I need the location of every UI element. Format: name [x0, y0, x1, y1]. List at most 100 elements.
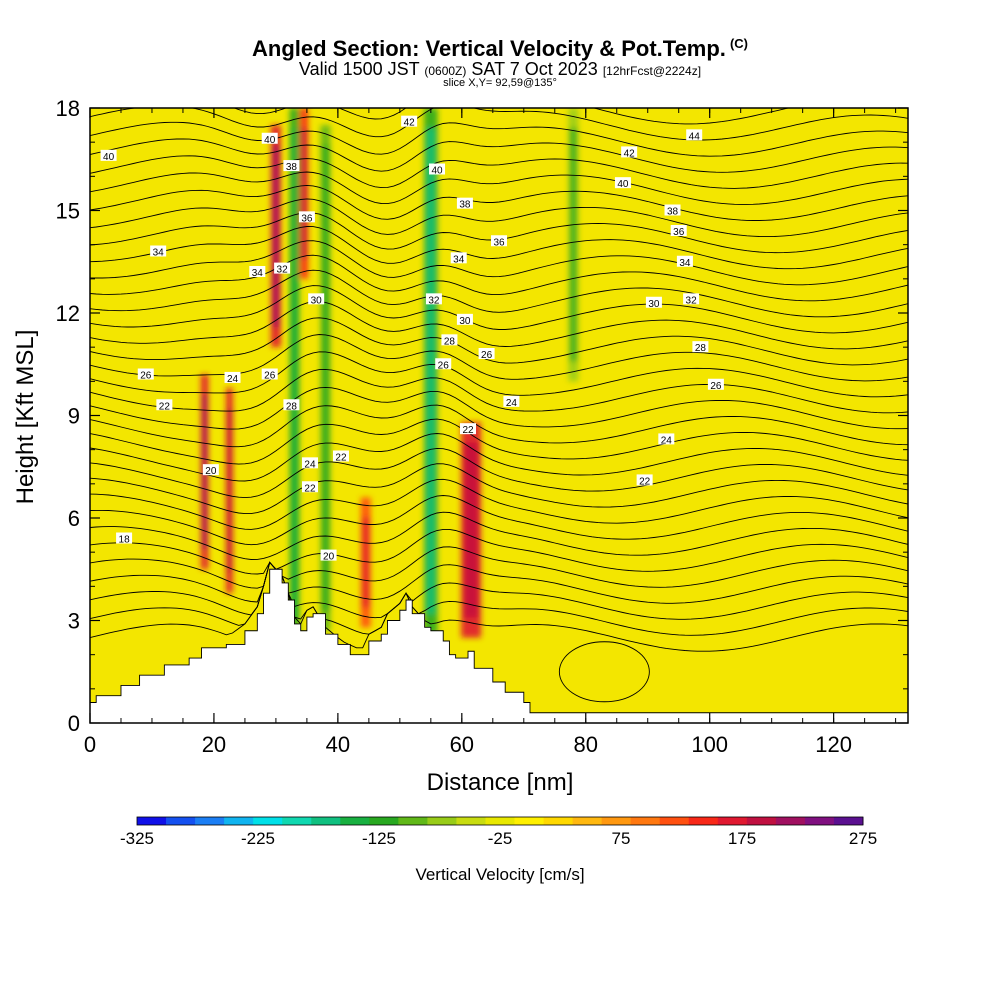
- contour-label-bg: [503, 395, 520, 407]
- contour-label: 40: [431, 166, 443, 177]
- terrain-profile: [90, 568, 908, 723]
- velocity-core: [322, 145, 329, 611]
- colorbar-tick-label: -125: [362, 829, 396, 848]
- contour-label-bg: [156, 399, 173, 411]
- colorbar-swatch: [804, 817, 835, 825]
- contour-label-bg: [301, 481, 318, 493]
- y-tick-label: 18: [56, 96, 80, 121]
- colorbar-swatch: [137, 817, 167, 825]
- colorbar-tick-label: 275: [849, 829, 877, 848]
- contour-label-bg: [301, 457, 318, 469]
- contour-label-bg: [676, 255, 693, 267]
- isentrope-line: [90, 269, 908, 318]
- isentrope-line: [90, 317, 908, 366]
- contour-label-bg: [425, 293, 442, 305]
- velocity-core: [362, 517, 370, 608]
- contour-label: 30: [459, 316, 471, 327]
- contour-label-bg: [707, 378, 724, 390]
- contour-label: 30: [648, 299, 660, 310]
- contour-label: 32: [686, 295, 698, 306]
- isentrope-line: [90, 285, 908, 334]
- contour-label: 34: [453, 254, 465, 265]
- isentrope-line: [90, 138, 908, 173]
- contour-label-bg: [614, 177, 631, 189]
- contour-label-bg: [261, 368, 278, 380]
- contour-label-bg: [332, 450, 349, 462]
- contour-label: 32: [428, 295, 440, 306]
- contour-label-bg: [491, 235, 507, 247]
- velocity-core: [272, 145, 280, 328]
- isentrope-line: [90, 418, 908, 465]
- contour-label-bg: [308, 293, 325, 305]
- colorbar-title: Vertical Velocity [cm/s]: [415, 865, 584, 884]
- contour-label: 26: [438, 360, 450, 371]
- contour-label: 22: [335, 453, 347, 464]
- contour-label-bg: [658, 433, 675, 445]
- x-tick-label: 0: [84, 732, 96, 757]
- velocity-core: [300, 128, 307, 259]
- colorbar-swatch: [311, 817, 341, 825]
- isentrope-line: [90, 433, 908, 482]
- contour-label: 40: [103, 152, 115, 163]
- contour-label-bg: [456, 197, 473, 209]
- isentrope-line: [90, 254, 908, 302]
- contour-label-bg: [298, 211, 315, 223]
- isentrope-line: [90, 404, 908, 448]
- contour-label-bg: [450, 252, 467, 264]
- isentrope-closed: [558, 641, 650, 703]
- contour-label-bg: [683, 293, 700, 305]
- contour-label-bg: [401, 115, 418, 127]
- contour-label-bg: [460, 423, 477, 435]
- y-tick-label: 12: [56, 301, 80, 326]
- contour-label-bg: [645, 296, 662, 308]
- contour-label: 24: [227, 374, 239, 385]
- colorbar-tick-label: -325: [120, 829, 154, 848]
- contour-label: 44: [689, 131, 701, 142]
- isentrope-line: [90, 386, 908, 430]
- colorbar-swatch: [775, 817, 806, 825]
- subtitle-forecast: [12hrFcst@2224z]: [602, 64, 702, 78]
- contour-label: 24: [661, 435, 673, 446]
- contour-label-bg: [283, 160, 300, 172]
- contour-label: 34: [153, 248, 165, 259]
- contour-label-bg: [670, 225, 687, 236]
- isentrope-line: [90, 108, 908, 141]
- x-tick-label: 40: [326, 732, 350, 757]
- isentrope-lines: [90, 108, 908, 703]
- colorbar-swatch: [195, 817, 225, 825]
- contour-label-bg: [686, 129, 703, 141]
- contour-label: 36: [673, 227, 685, 238]
- isentrope-line: [90, 301, 908, 350]
- contour-label: 34: [252, 268, 264, 279]
- contour-label: 26: [264, 371, 276, 382]
- isentrope-line: [90, 447, 908, 499]
- contour-label-bg: [202, 464, 219, 476]
- colorbar-tick-label: -25: [488, 829, 513, 848]
- isentrope-line: [90, 184, 908, 221]
- isentrope-line: [90, 368, 908, 414]
- contour-label-bg: [274, 262, 291, 274]
- contour-label: 38: [286, 162, 298, 173]
- contour-label-bg: [478, 348, 495, 359]
- isentrope-line: [90, 351, 908, 398]
- title-mark: (C): [729, 36, 748, 51]
- isentrope-line: [90, 561, 908, 652]
- colorbar-swatch: [282, 817, 312, 825]
- contour-label: 22: [304, 483, 316, 494]
- contour-label: 28: [286, 401, 298, 412]
- colorbar-swatch: [601, 817, 632, 825]
- colorbar-tick-label: -225: [241, 829, 275, 848]
- contour-label-bg: [456, 313, 473, 325]
- colorbar-swatch: [659, 817, 690, 825]
- isentrope-line: [90, 478, 908, 530]
- colorbar-swatch: [340, 817, 370, 825]
- isentrope-line: [90, 121, 908, 157]
- y-tick-label: 15: [56, 199, 80, 224]
- isentrope-line: [90, 561, 908, 604]
- colorbar-tick-label: 75: [612, 829, 631, 848]
- isentrope-line: [90, 511, 908, 560]
- isentrope-line: [90, 463, 908, 515]
- contour-label-bg: [249, 266, 266, 277]
- chart-subtitle: Valid 1500 JST (0600Z) SAT 7 Oct 2023 [1…: [298, 59, 702, 79]
